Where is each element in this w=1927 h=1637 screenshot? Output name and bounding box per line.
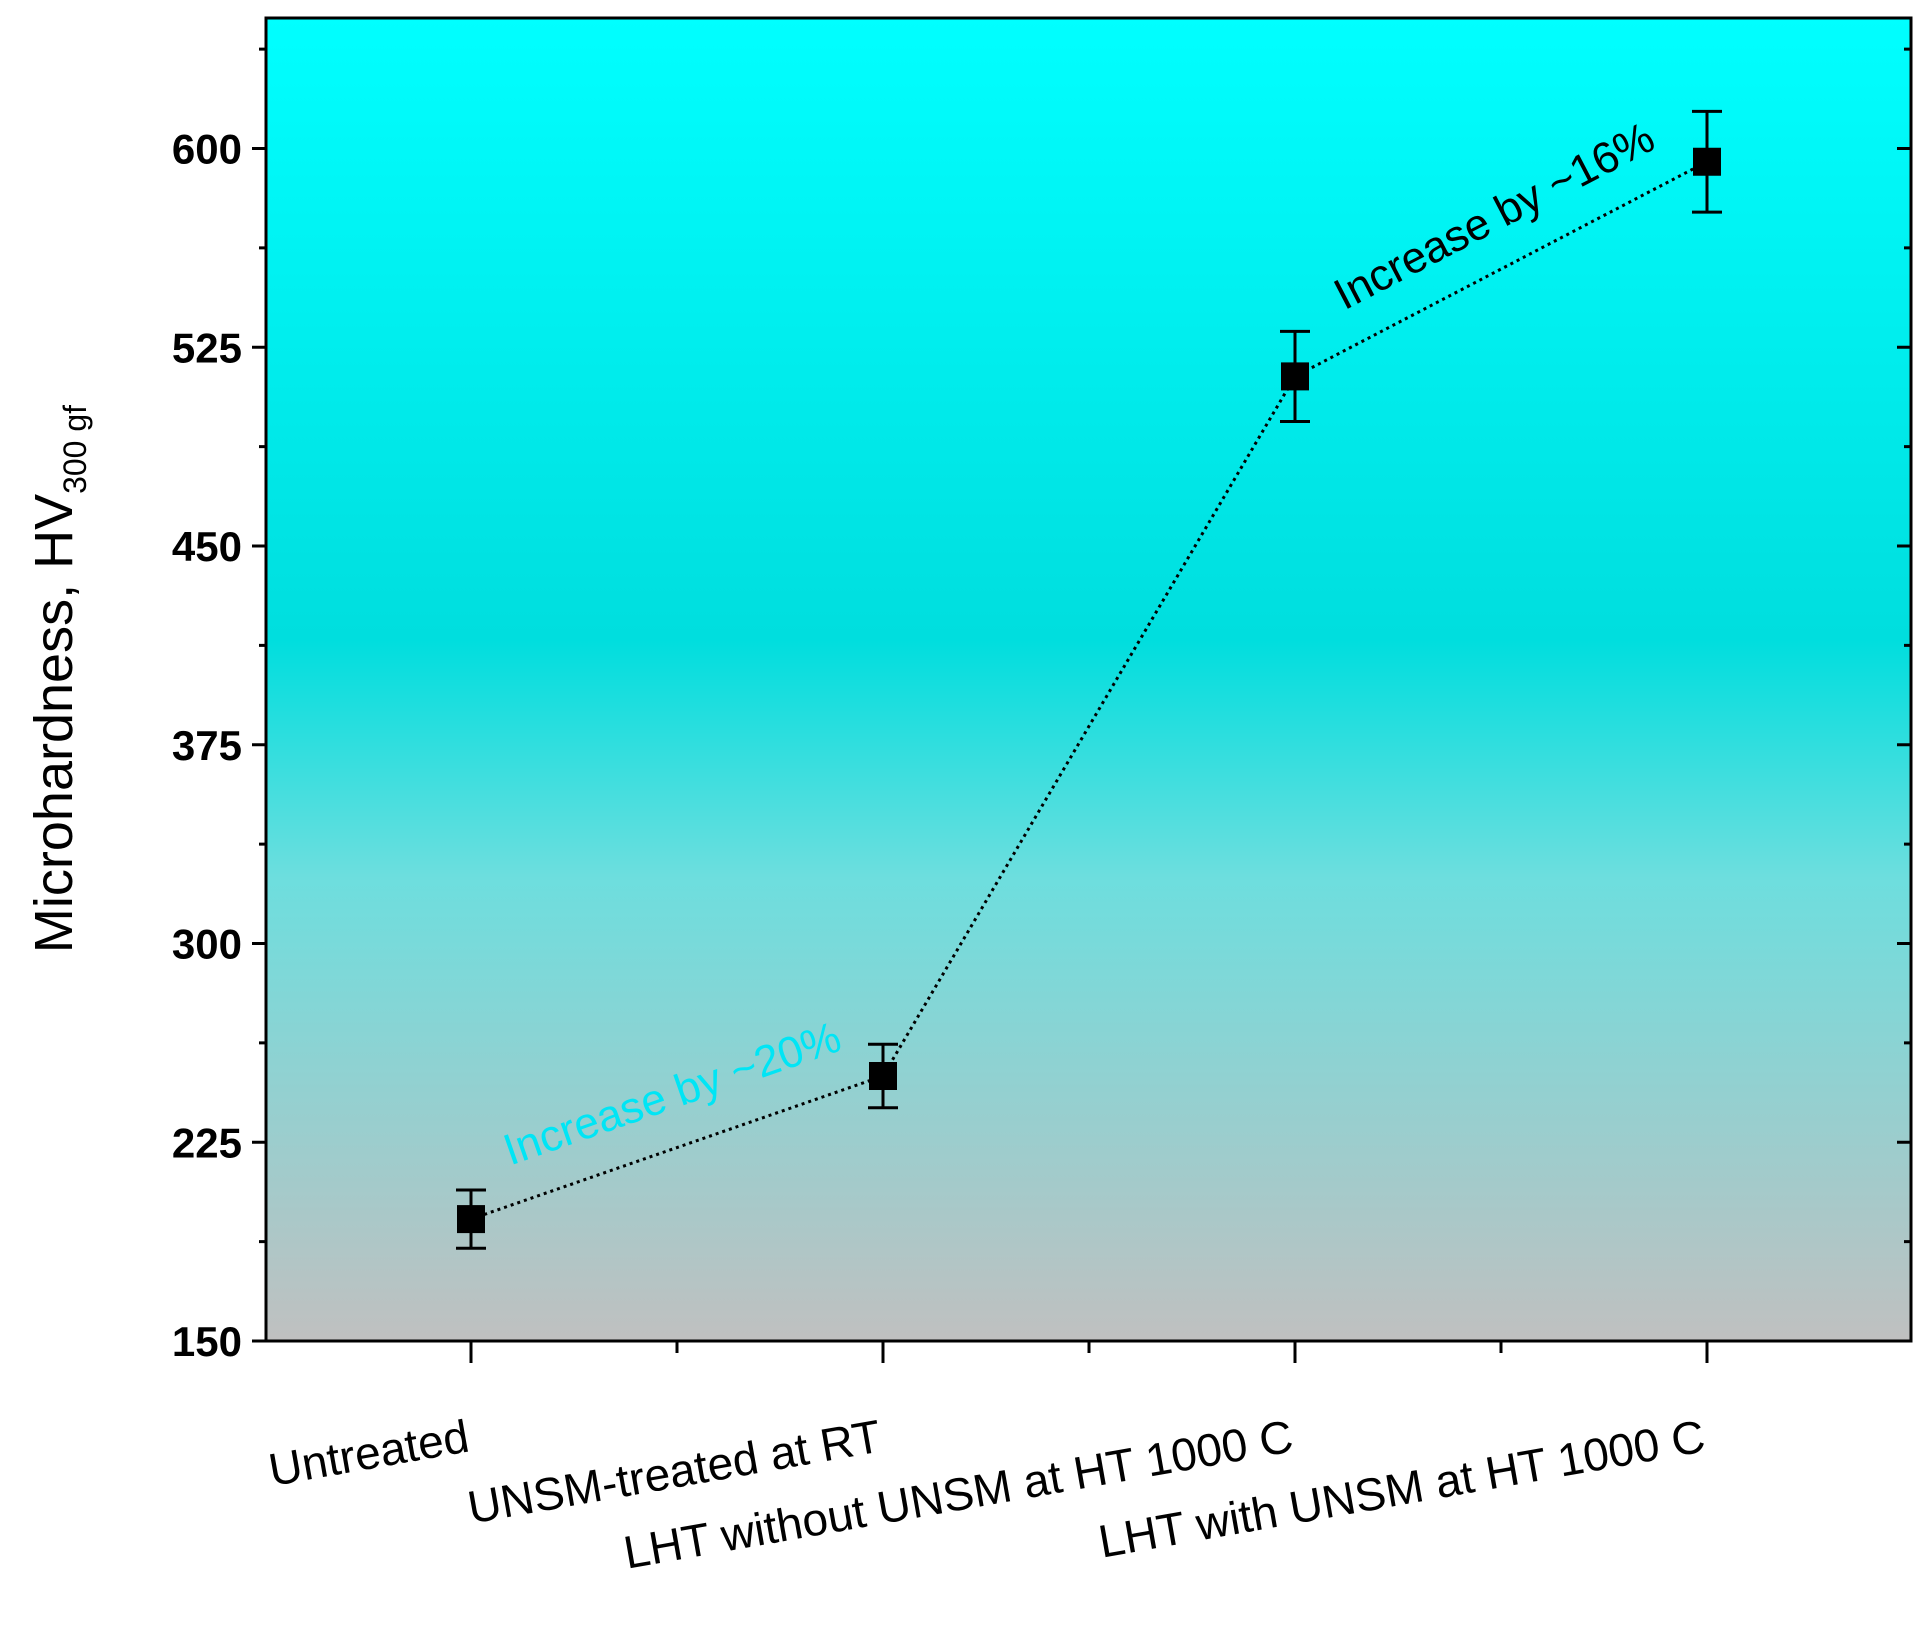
y-tick-label: 300 [172,921,242,968]
data-point [457,1205,485,1234]
data-point [869,1062,897,1090]
y-tick-label: 375 [172,722,242,769]
x-tick-label: Untreated [265,1410,473,1496]
y-axis-title-main: Microhardness, HV [24,494,84,953]
plot-frame [264,16,1913,1343]
y-tick-label: 225 [172,1119,242,1166]
series-line [470,160,1708,1221]
series-layer [456,109,1722,1250]
y-tick-label: 450 [172,523,242,570]
y-axis: 150 225 300 375 450 525 600 [172,47,1911,1365]
y-axis-title: Microhardness, HV300 gf [24,405,93,953]
y-tick-label: 150 [172,1318,242,1365]
y-axis-title-subscript: 300 gf [57,405,93,494]
y-tick-label: 600 [172,126,242,173]
data-point [1693,147,1721,176]
plot-background [266,18,1911,1341]
x-tick-label: LHT without UNSM at HT 1000 C [620,1410,1297,1579]
data-point [1281,362,1309,391]
y-tick-label: 525 [172,324,242,371]
